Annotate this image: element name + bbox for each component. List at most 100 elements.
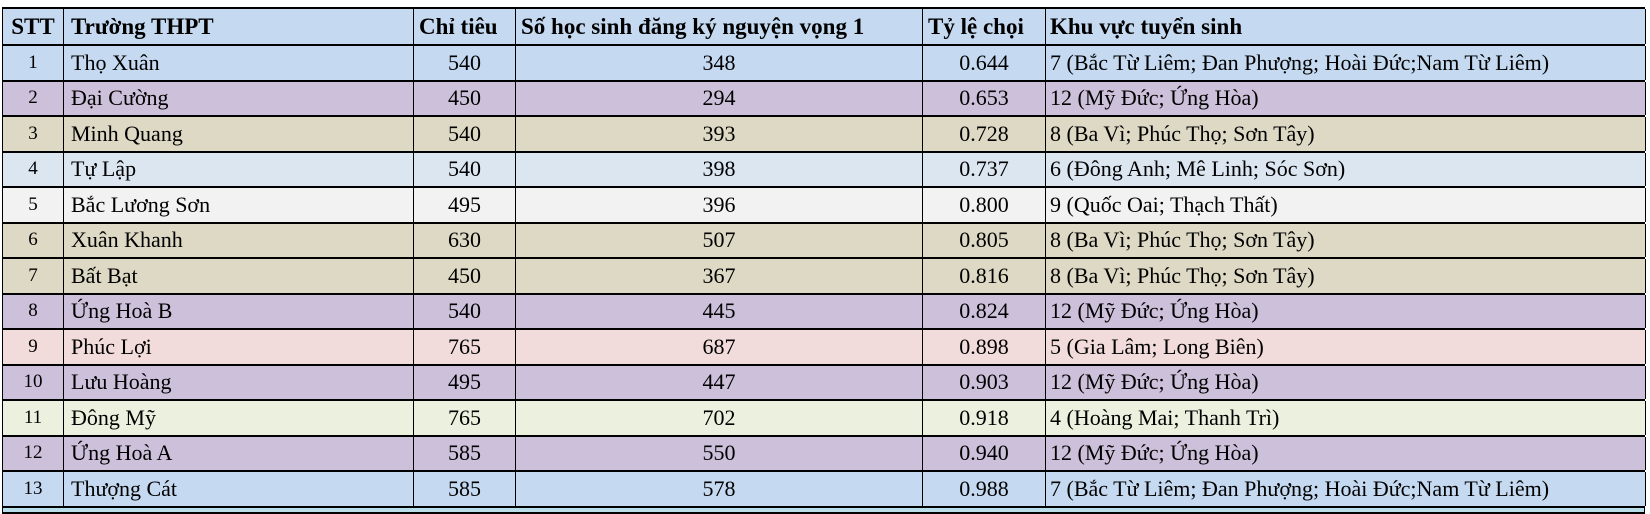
cell-nv1[interactable]: 687 [516, 330, 923, 364]
cell-school[interactable]: Minh Quang [64, 117, 414, 151]
cell-nv1[interactable]: 367 [516, 259, 923, 293]
cell-stt[interactable]: 4 [3, 152, 64, 186]
cell-nv1[interactable]: 398 [516, 152, 923, 186]
cell-school[interactable]: Xuân Khanh [64, 223, 414, 257]
cell-quota[interactable]: 495 [414, 188, 516, 222]
cell-ratio[interactable]: 0.824 [923, 294, 1046, 328]
cell-school[interactable]: Lưu Hoàng [64, 365, 414, 399]
table-row: 6 Xuân Khanh 630 507 0.805 8 (Ba Vì; Phúc Thọ… [3, 223, 1646, 259]
cell-quota[interactable]: 450 [414, 259, 516, 293]
cell-nv1[interactable]: 447 [516, 365, 923, 399]
table-row: 13 Thượng Cát 585 578 0.988 7 (Bắc Từ Liêm; Đ… [3, 472, 1646, 508]
cell-quota[interactable]: 585 [414, 472, 516, 506]
cell-area[interactable]: 8 (Ba Vì; Phúc Thọ; Sơn Tây) [1046, 117, 1646, 151]
cell-nv1[interactable]: 507 [516, 223, 923, 257]
cell-quota[interactable]: 540 [414, 152, 516, 186]
table-row: 5 Bắc Lương Sơn 495 396 0.800 9 (Quốc Oai; Th… [3, 188, 1646, 224]
cell-nv1[interactable]: 393 [516, 117, 923, 151]
cell-ratio[interactable]: 0.903 [923, 365, 1046, 399]
cell-area[interactable]: 7 (Bắc Từ Liêm; Đan Phượng; Hoài Đức;Nam… [1046, 472, 1646, 506]
cell-area[interactable]: 8 (Ba Vì; Phúc Thọ; Sơn Tây) [1046, 223, 1646, 257]
cell-stt[interactable]: 9 [3, 330, 64, 364]
table-row: 8 Ứng Hoà B 540 445 0.824 12 (Mỹ Đức; Ứng Hòa… [3, 294, 1646, 330]
table-row: 10 Lưu Hoàng 495 447 0.903 12 (Mỹ Đức; Ứng Hò… [3, 365, 1646, 401]
header-cell-area[interactable]: Khu vực tuyển sinh [1046, 9, 1646, 44]
cell-stt[interactable]: 3 [3, 117, 64, 151]
cell-area[interactable]: 12 (Mỹ Đức; Ứng Hòa) [1046, 294, 1646, 328]
cell-stt[interactable]: 2 [3, 81, 64, 115]
header-cell-quota[interactable]: Chỉ tiêu [414, 9, 516, 44]
cell-quota[interactable]: 765 [414, 401, 516, 435]
cell-area[interactable]: 7 (Bắc Từ Liêm; Đan Phượng; Hoài Đức;Nam… [1046, 46, 1646, 80]
cell-area[interactable]: 5 (Gia Lâm; Long Biên) [1046, 330, 1646, 364]
cell-area[interactable]: 12 (Mỹ Đức; Ứng Hòa) [1046, 436, 1646, 470]
cell-stt[interactable]: 13 [3, 472, 64, 506]
cell-school[interactable]: Bất Bạt [64, 259, 414, 293]
cell-area[interactable]: 6 (Đông Anh; Mê Linh; Sóc Sơn) [1046, 152, 1646, 186]
header-cell-school[interactable]: Trường THPT [64, 9, 414, 44]
cell-quota[interactable]: 495 [414, 365, 516, 399]
cell-stt[interactable]: 6 [3, 223, 64, 257]
table-row: 4 Tự Lập 540 398 0.737 6 (Đông Anh; Mê Linh; … [3, 152, 1646, 188]
cell-quota[interactable]: 450 [414, 81, 516, 115]
cell-area[interactable]: 12 (Mỹ Đức; Ứng Hòa) [1046, 365, 1646, 399]
admission-table: STT Trường THPT Chỉ tiêu Số học sinh đăn… [2, 7, 1646, 514]
cell-ratio[interactable]: 0.918 [923, 401, 1046, 435]
table-row: 12 Ứng Hoà A 585 550 0.940 12 (Mỹ Đức; Ứng Hò… [3, 436, 1646, 472]
header-cell-nv1[interactable]: Số học sinh đăng ký nguyện vọng 1 [516, 9, 923, 44]
cell-ratio[interactable]: 0.737 [923, 152, 1046, 186]
header-cell-ratio[interactable]: Tỷ lệ chọi [923, 9, 1046, 44]
cell-school[interactable]: Ứng Hoà B [64, 294, 414, 328]
cell-quota[interactable]: 540 [414, 46, 516, 80]
table-row: 2 Đại Cường 450 294 0.653 12 (Mỹ Đức; Ứng Hòa… [3, 81, 1646, 117]
table-header-row: STT Trường THPT Chỉ tiêu Số học sinh đăn… [3, 9, 1646, 46]
cell-ratio[interactable]: 0.644 [923, 46, 1046, 80]
table-body: 1 Thọ Xuân 540 348 0.644 7 (Bắc Từ Liêm; Đan … [3, 46, 1646, 508]
cell-school[interactable]: Thượng Cát [64, 472, 414, 506]
cell-ratio[interactable]: 0.816 [923, 259, 1046, 293]
cell-stt[interactable]: 12 [3, 436, 64, 470]
cell-stt[interactable]: 5 [3, 188, 64, 222]
table-row: 7 Bất Bạt 450 367 0.816 8 (Ba Vì; Phúc Thọ; S… [3, 259, 1646, 295]
cell-stt[interactable]: 8 [3, 294, 64, 328]
table-row: 9 Phúc Lợi 765 687 0.898 5 (Gia Lâm; Long Biê… [3, 330, 1646, 366]
cell-quota[interactable]: 540 [414, 294, 516, 328]
table-row: 1 Thọ Xuân 540 348 0.644 7 (Bắc Từ Liêm; Đan … [3, 46, 1646, 82]
cell-stt[interactable]: 10 [3, 365, 64, 399]
cell-area[interactable]: 8 (Ba Vì; Phúc Thọ; Sơn Tây) [1046, 259, 1646, 293]
cell-nv1[interactable]: 578 [516, 472, 923, 506]
cell-quota[interactable]: 765 [414, 330, 516, 364]
cell-school[interactable]: Bắc Lương Sơn [64, 188, 414, 222]
cell-school[interactable]: Thọ Xuân [64, 46, 414, 80]
cell-ratio[interactable]: 0.728 [923, 117, 1046, 151]
cell-nv1[interactable]: 294 [516, 81, 923, 115]
cell-stt[interactable]: 7 [3, 259, 64, 293]
cell-ratio[interactable]: 0.940 [923, 436, 1046, 470]
cell-ratio[interactable]: 0.898 [923, 330, 1046, 364]
cell-ratio[interactable]: 0.988 [923, 472, 1046, 506]
cell-stt[interactable]: 11 [3, 401, 64, 435]
cell-school[interactable]: Phúc Lợi [64, 330, 414, 364]
cell-quota[interactable]: 585 [414, 436, 516, 470]
cell-nv1[interactable]: 396 [516, 188, 923, 222]
cell-quota[interactable]: 630 [414, 223, 516, 257]
cell-nv1[interactable]: 550 [516, 436, 923, 470]
table-row: 3 Minh Quang 540 393 0.728 8 (Ba Vì; Phúc Thọ… [3, 117, 1646, 153]
cell-school[interactable]: Đại Cường [64, 81, 414, 115]
cell-ratio[interactable]: 0.805 [923, 223, 1046, 257]
cell-school[interactable]: Ứng Hoà A [64, 436, 414, 470]
cell-ratio[interactable]: 0.653 [923, 81, 1046, 115]
cell-school[interactable]: Tự Lập [64, 152, 414, 186]
cell-quota[interactable]: 540 [414, 117, 516, 151]
cell-school[interactable]: Đông Mỹ [64, 401, 414, 435]
cell-nv1[interactable]: 702 [516, 401, 923, 435]
cell-area[interactable]: 9 (Quốc Oai; Thạch Thất) [1046, 188, 1646, 222]
header-cell-stt[interactable]: STT [3, 9, 64, 44]
cell-stt[interactable]: 1 [3, 46, 64, 80]
cell-area[interactable]: 4 (Hoàng Mai; Thanh Trì) [1046, 401, 1646, 435]
cell-area[interactable]: 12 (Mỹ Đức; Ứng Hòa) [1046, 81, 1646, 115]
cell-nv1[interactable]: 445 [516, 294, 923, 328]
cell-nv1[interactable]: 348 [516, 46, 923, 80]
cell-ratio[interactable]: 0.800 [923, 188, 1046, 222]
table-row: 11 Đông Mỹ 765 702 0.918 4 (Hoàng Mai; Thanh … [3, 401, 1646, 437]
